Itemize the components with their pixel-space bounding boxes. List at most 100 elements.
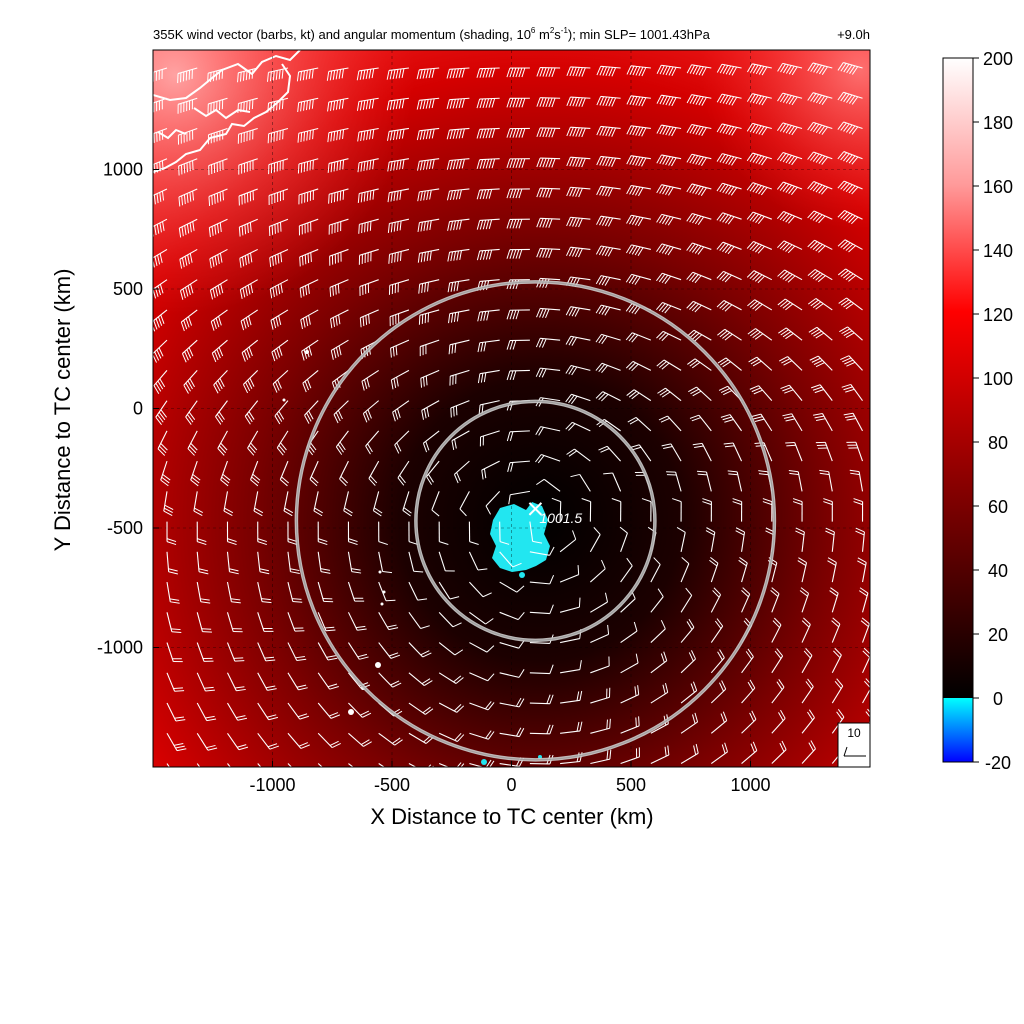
wind-barb: [416, 97, 440, 110]
wind-barb: [746, 152, 772, 166]
wind-barb: [257, 551, 270, 575]
x-tick-label: -1000: [249, 775, 295, 795]
wind-barb: [815, 441, 833, 462]
wind-barb: [499, 611, 525, 621]
wind-barb: [408, 763, 434, 767]
wind-barb: [227, 763, 231, 767]
wind-barb: [297, 127, 319, 143]
wind-barb: [166, 581, 180, 604]
wind-barb: [446, 127, 470, 140]
wind-barb: [358, 248, 379, 265]
wind-barb: [801, 617, 811, 643]
wind-barb: [529, 724, 554, 735]
chart-title: 355K wind vector (barbs, kt) and angular…: [153, 26, 711, 42]
wind-barb: [771, 617, 782, 643]
wind-barb: [287, 551, 300, 575]
wind-barb: [253, 491, 264, 517]
wind-barb: [333, 400, 349, 424]
wind-barb: [239, 248, 258, 268]
wind-barb: [299, 248, 319, 267]
wind-barb: [680, 650, 696, 674]
wind-barb: [335, 430, 349, 455]
y-tick-label: -500: [107, 518, 143, 538]
wind-barb: [178, 158, 198, 176]
wind-barb: [270, 309, 289, 330]
wind-barb: [287, 612, 305, 632]
wind-barb: [626, 184, 651, 197]
wind-barb: [661, 443, 682, 462]
wind-barb: [207, 67, 228, 83]
wind-barb: [686, 94, 712, 106]
wind-barb: [807, 121, 833, 135]
wind-barb: [223, 491, 234, 517]
wind-barb: [686, 242, 712, 255]
wind-barb: [837, 121, 863, 135]
wind-barb: [560, 660, 582, 674]
wind-barb: [477, 369, 500, 384]
wind-barb: [536, 97, 561, 108]
wind-barb: [317, 732, 341, 749]
wind-barb: [686, 123, 712, 136]
wind-barb: [196, 672, 215, 692]
wind-barb: [746, 240, 773, 254]
wind-barb: [778, 356, 803, 371]
wind-barb: [536, 478, 561, 492]
wind-barb: [535, 453, 561, 464]
wind-barb: [242, 370, 259, 394]
wind-barb: [271, 339, 289, 362]
wind-barb: [300, 309, 319, 330]
wind-barb: [807, 151, 833, 165]
wind-barb: [626, 389, 652, 402]
wind-barb: [453, 460, 470, 484]
wind-barb: [177, 67, 198, 84]
wind-barb: [710, 618, 724, 643]
wind-barb: [559, 565, 580, 583]
wind-barb: [839, 326, 863, 341]
wind-barb: [666, 471, 682, 492]
wind-barb: [535, 367, 561, 378]
wind-barb: [746, 270, 773, 284]
wind-barb: [843, 412, 864, 432]
wind-barb: [339, 460, 349, 487]
colorbar-tick-label: 200: [983, 49, 1013, 69]
wind-barb: [244, 400, 259, 425]
wind-barb: [421, 400, 440, 420]
wind-barb: [499, 697, 525, 708]
wind-barb: [226, 612, 243, 633]
wind-barb: [257, 763, 262, 767]
wind-barb: [447, 279, 470, 293]
wind-barb: [166, 551, 179, 575]
wind-barb: [656, 94, 682, 107]
wind-barb: [241, 339, 259, 362]
wind-barb: [808, 326, 833, 341]
wind-barb: [193, 491, 204, 516]
wind-barb: [570, 473, 591, 492]
wind-barb: [603, 472, 622, 492]
wind-barb: [688, 386, 712, 402]
wind-barb: [716, 63, 742, 76]
wind-barb: [846, 441, 864, 462]
wind-barb: [357, 188, 379, 203]
wind-barb: [468, 581, 492, 598]
wind-barb: [595, 362, 621, 374]
wind-barb: [163, 491, 174, 516]
radius-ring-inner: [415, 400, 656, 641]
wind-barbs: [153, 62, 870, 767]
wind-barb: [795, 527, 805, 552]
wind-barb: [196, 551, 209, 575]
wind-barb: [347, 612, 367, 631]
wind-barb: [595, 304, 621, 316]
wind-barb: [853, 498, 864, 522]
wind-barb: [536, 66, 561, 77]
wind-barb: [468, 551, 488, 571]
wind-barb: [330, 339, 349, 360]
wind-barb: [855, 527, 865, 552]
wind-barb: [468, 521, 479, 545]
wind-barb: [710, 711, 728, 734]
wind-barb: [716, 241, 742, 255]
wind-barb: [287, 642, 307, 662]
wind-barb: [650, 683, 669, 704]
wind-barb: [267, 127, 289, 144]
wind-barb: [686, 153, 712, 166]
wind-barb: [477, 309, 500, 322]
